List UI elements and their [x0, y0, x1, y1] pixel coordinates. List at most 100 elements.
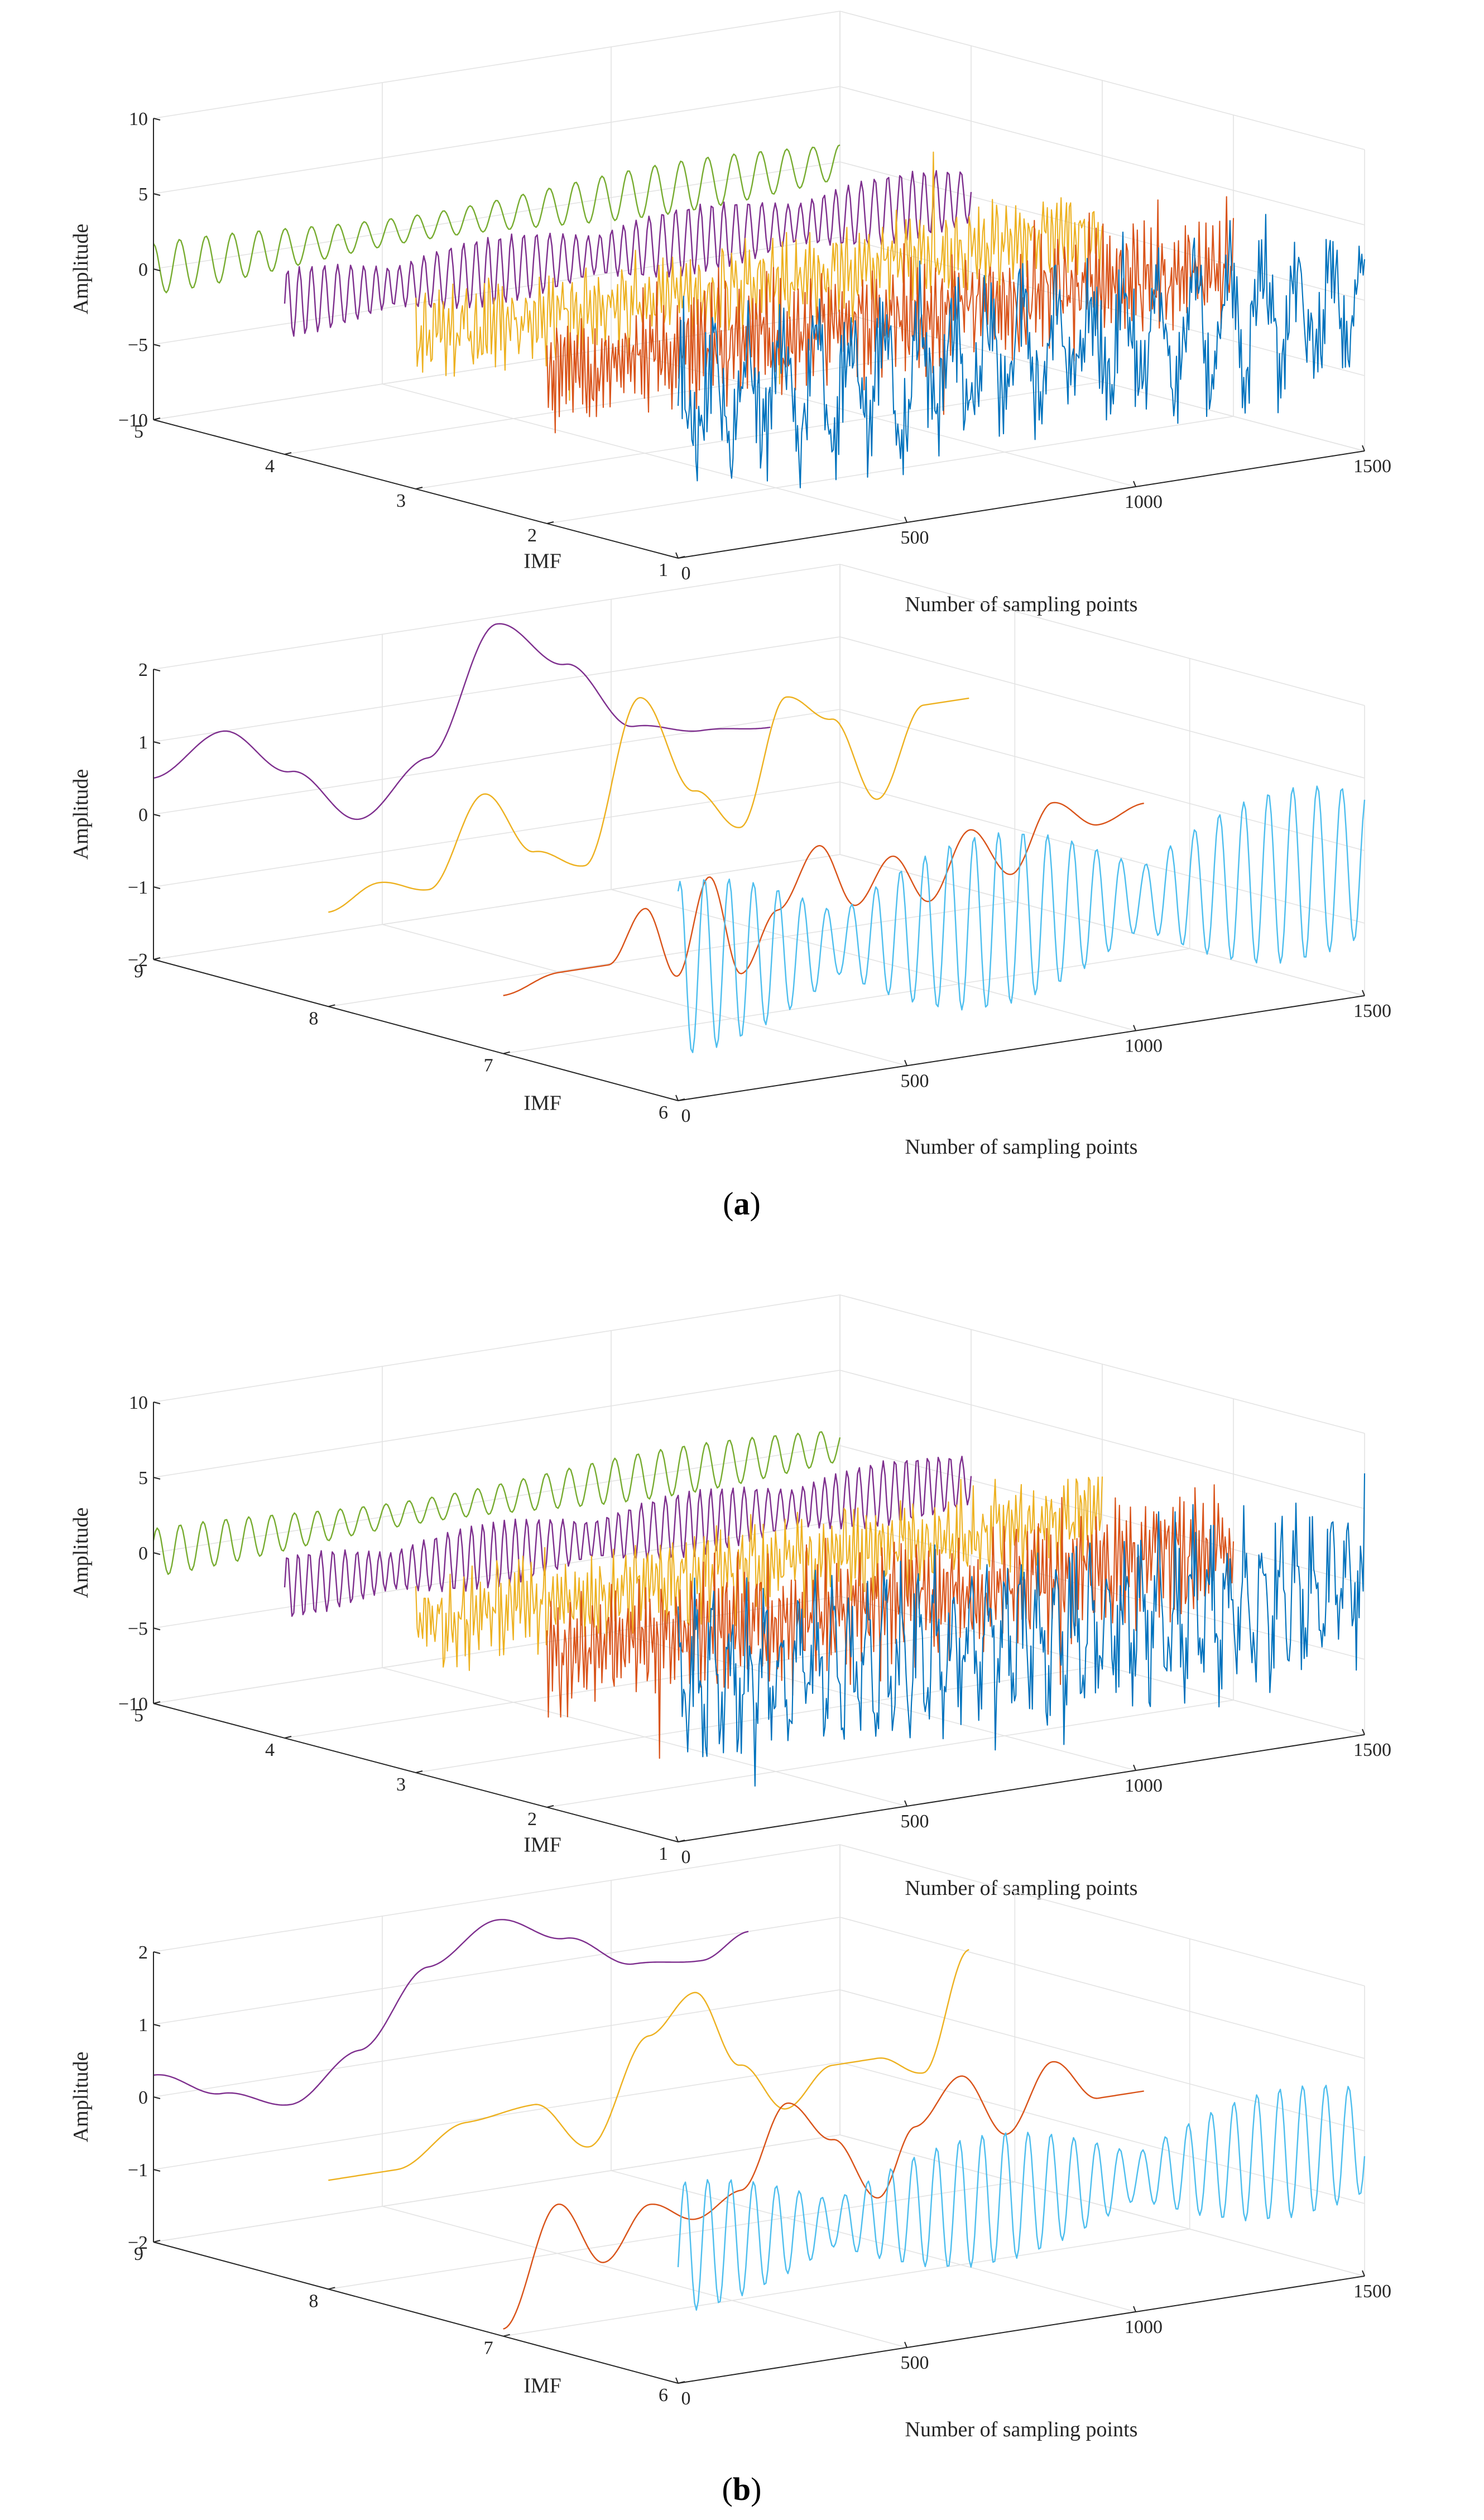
x-tick [675, 2377, 679, 2384]
series-line-imf8 [328, 1949, 969, 2181]
x-tick [1133, 481, 1136, 487]
grid-line [153, 86, 841, 194]
grid-line [611, 889, 1136, 1031]
x-tick [675, 1095, 679, 1101]
grid-line [382, 924, 907, 1067]
grid-line [839, 1989, 1365, 2132]
y-axis-line [153, 959, 679, 1101]
z-tick-label: 5 [138, 1468, 148, 1489]
z-tick [153, 344, 161, 347]
grid-line [153, 781, 841, 887]
z-tick-label: −1 [128, 2160, 148, 2181]
y-tick-label: 1 [659, 1844, 668, 1864]
panel-caption-a: (a) [723, 1185, 761, 1222]
z-tick-label: 1 [138, 2015, 148, 2036]
x-tick-label: 0 [681, 1847, 691, 1868]
z-tick [153, 2169, 161, 2172]
panel-caption-b: (b) [722, 2471, 762, 2507]
y-tick-label: 7 [484, 2338, 493, 2359]
grid-line [503, 948, 1190, 1054]
y-tick [678, 1840, 685, 1842]
y-axis-label: IMF [524, 2374, 561, 2397]
y-tick-label: 2 [527, 525, 537, 546]
y-tick [328, 1004, 335, 1007]
x-axis-line [678, 2276, 1365, 2384]
x-tick [1362, 1729, 1365, 1735]
x-tick [1133, 2306, 1136, 2312]
series-line-imf5 [152, 144, 841, 294]
z-tick-label: 10 [129, 1393, 148, 1413]
z-tick [153, 118, 161, 121]
grid-line [503, 2228, 1190, 2337]
x-tick [1362, 445, 1365, 452]
x-axis-label: Number of sampling points [905, 593, 1138, 616]
x-axis-line [678, 450, 1365, 559]
series-line-imf3 [415, 1476, 1103, 1671]
y-tick [678, 2381, 685, 2384]
z-tick-label: 0 [138, 1543, 148, 1564]
z-tick-label: −1 [128, 877, 148, 898]
grid-line [153, 1844, 841, 1952]
z-tick [153, 2096, 161, 2099]
z-tick-label: 10 [129, 109, 148, 129]
z-tick-label: 1 [138, 732, 148, 753]
grid-line [839, 636, 1365, 779]
grid-line [153, 1445, 841, 1553]
x-tick-label: 1000 [1125, 2317, 1163, 2337]
grid-line [153, 1294, 841, 1403]
grid-line [328, 2181, 1015, 2290]
z-tick-label: −5 [128, 335, 148, 356]
grid-line [546, 416, 1234, 524]
grid-line [153, 709, 841, 815]
grid-line [839, 2134, 1365, 2277]
x-axis-line [678, 995, 1365, 1101]
grid-line [839, 2062, 1365, 2204]
y-tick [284, 452, 292, 455]
chart-a-bottom: 0 500 1000 1500 6 7 8 9−2 −1 0 1 2 Number of samplin… [69, 564, 1391, 1159]
grid-line [839, 709, 1365, 851]
y-tick-label: 5 [134, 1705, 143, 1726]
x-axis-label: Number of sampling points [905, 2418, 1138, 2441]
y-tick [546, 1805, 554, 1808]
x-tick-label: 1000 [1125, 1775, 1163, 1796]
x-tick [1133, 1025, 1136, 1031]
z-axis-label: Amplitude [69, 2052, 93, 2143]
grid-line [153, 2134, 841, 2243]
x-tick [1133, 1764, 1136, 1771]
y-tick [546, 521, 554, 524]
x-tick [904, 2341, 907, 2348]
z-tick-label: −5 [128, 1619, 148, 1639]
grid-line [415, 1665, 1103, 1773]
z-tick [153, 419, 161, 422]
y-tick-label: 9 [134, 2244, 143, 2264]
y-tick-label: 4 [265, 1740, 275, 1760]
x-tick [904, 1800, 907, 1807]
x-axis-label: Number of sampling points [905, 1135, 1138, 1159]
series-line-imf7 [503, 801, 1144, 996]
z-tick [153, 1552, 161, 1555]
x-tick-label: 1500 [1353, 456, 1391, 477]
x-tick-label: 1500 [1353, 1740, 1391, 1760]
x-tick-label: 1000 [1125, 492, 1163, 512]
grid-line [839, 1917, 1365, 2059]
series-line-imf4 [284, 170, 972, 337]
grid-line [153, 1370, 841, 1478]
y-tick-label: 8 [309, 2291, 318, 2311]
x-tick-label: 500 [901, 1811, 929, 1832]
y-tick-label: 3 [396, 1774, 406, 1795]
series-line-imf6 [677, 2085, 1366, 2311]
grid-line [546, 1700, 1234, 1808]
y-tick-label: 3 [396, 491, 406, 511]
x-tick-label: 1000 [1125, 1036, 1163, 1057]
z-tick-label: 2 [138, 1942, 148, 1963]
y-axis-label: IMF [524, 1833, 561, 1856]
y-tick [284, 1736, 292, 1739]
z-tick [153, 1951, 161, 1954]
y-tick [503, 1051, 510, 1054]
z-axis-label: Amplitude [69, 769, 93, 860]
y-tick-label: 6 [659, 1102, 668, 1123]
y-axis-label: IMF [524, 1091, 561, 1115]
